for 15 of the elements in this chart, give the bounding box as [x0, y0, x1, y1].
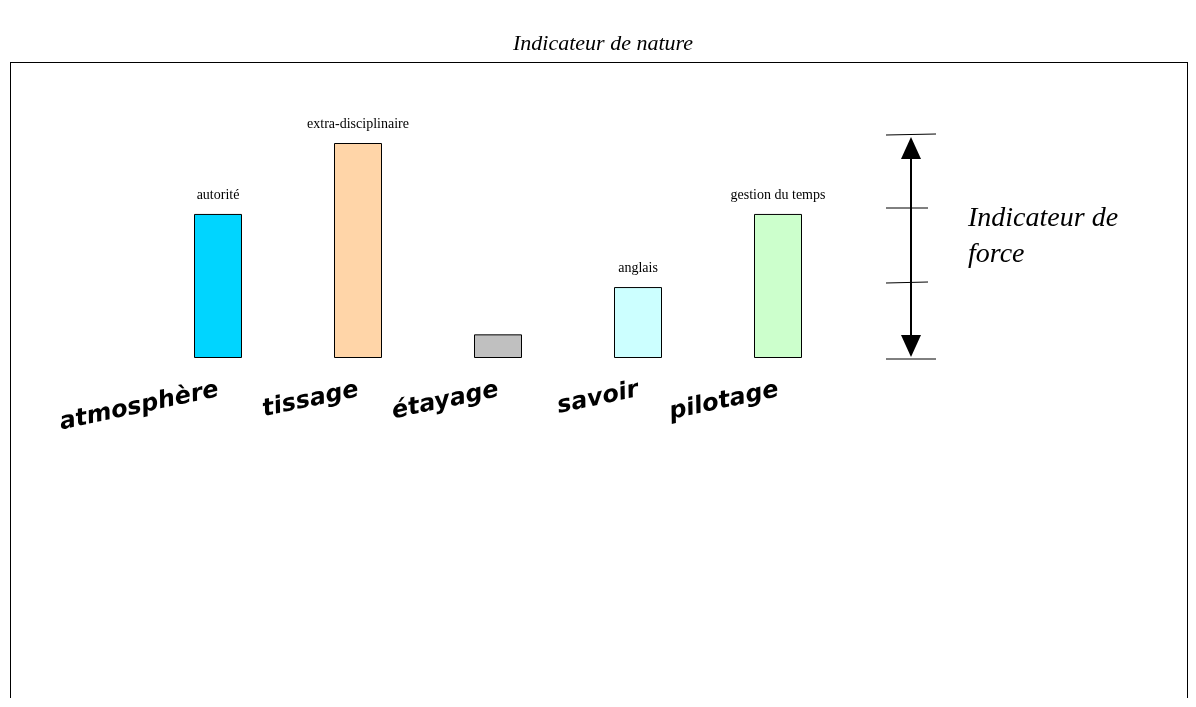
annotation: autorité: [196, 186, 240, 202]
x-tick-label: tissage: [259, 374, 361, 423]
bar: [194, 213, 242, 358]
x-tick-label: étayage: [389, 374, 501, 425]
y-axis-title: Indicateur de force: [967, 200, 1119, 268]
annotation: extra-disciplinaire: [307, 116, 409, 131]
chart-title: Indicateur de nature: [511, 29, 694, 55]
annotation: anglais: [618, 260, 658, 276]
bar: [614, 287, 662, 358]
x-tick-label: pilotage: [665, 374, 781, 426]
x-tick-label: savoir: [554, 373, 644, 419]
bar: [334, 143, 382, 358]
annotation: gestion du temps: [730, 186, 826, 202]
bar: [754, 213, 802, 358]
bar: [474, 334, 522, 358]
